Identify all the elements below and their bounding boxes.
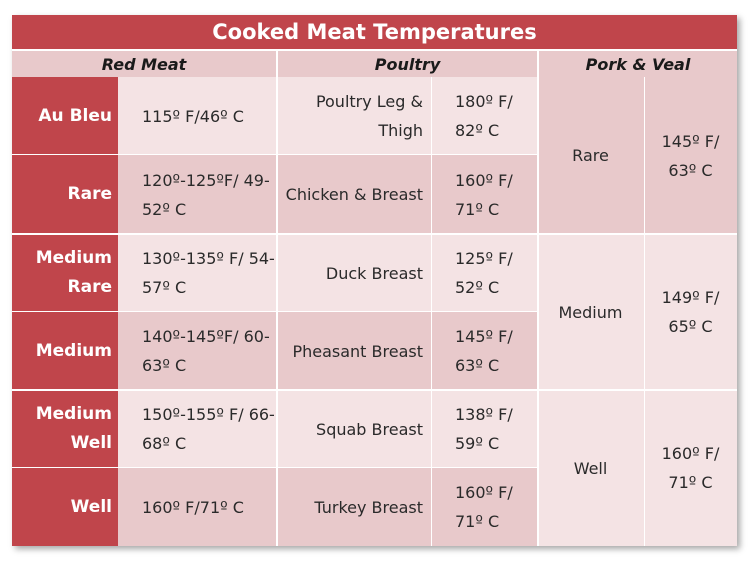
row-label-rare: Rare	[12, 155, 118, 234]
grid-line	[12, 389, 737, 391]
pork-temp: 149º F/ 65º C	[644, 234, 737, 390]
temperature-table: Cooked Meat Temperatures Red Meat Poultr…	[12, 15, 737, 546]
red-meat-temp: 160º F/71º C	[118, 468, 276, 546]
poultry-name: Pheasant Breast	[276, 312, 431, 390]
red-meat-temp: 120º-125ºF/ 49-52º C	[118, 155, 276, 234]
header-pork-veal: Pork & Veal	[537, 49, 737, 77]
poultry-temp: 160º F/ 71º C	[431, 468, 537, 546]
poultry-temp: 138º F/ 59º C	[431, 390, 537, 468]
header-red-meat: Red Meat	[12, 49, 276, 77]
row-label-au-bleu: Au Bleu	[12, 77, 118, 155]
row-label-well: Well	[12, 468, 118, 546]
pork-doneness: Well	[537, 390, 644, 546]
grid-line	[12, 154, 537, 155]
grid-line	[12, 467, 537, 468]
poultry-temp: 125º F/ 52º C	[431, 234, 537, 312]
red-meat-temp: 130º-135º F/ 54-57º C	[118, 234, 276, 312]
pork-temp: 145º F/ 63º C	[644, 77, 737, 234]
poultry-temp: 145º F/ 63º C	[431, 312, 537, 390]
poultry-temp: 180º F/ 82º C	[431, 77, 537, 155]
red-meat-temp: 140º-145ºF/ 60-63º C	[118, 312, 276, 390]
pork-doneness: Rare	[537, 77, 644, 234]
row-label-medium: Medium	[12, 312, 118, 390]
grid-line	[12, 311, 537, 312]
poultry-name: Squab Breast	[276, 390, 431, 468]
grid-line	[537, 77, 539, 546]
red-meat-temp: 150º-155º F/ 66-68º C	[118, 390, 276, 468]
poultry-name: Duck Breast	[276, 234, 431, 312]
pork-doneness: Medium	[537, 234, 644, 390]
poultry-name: Turkey Breast	[276, 468, 431, 546]
row-label-medium-rare: Medium Rare	[12, 234, 118, 312]
red-meat-temp: 115º F/46º C	[118, 77, 276, 155]
grid-line	[644, 77, 645, 546]
table-title: Cooked Meat Temperatures	[12, 15, 737, 49]
grid-line	[12, 233, 737, 235]
poultry-name: Poultry Leg & Thigh	[276, 77, 431, 155]
header-poultry: Poultry	[276, 49, 537, 77]
pork-temp: 160º F/ 71º C	[644, 390, 737, 546]
poultry-name: Chicken & Breast	[276, 155, 431, 234]
row-label-medium-well: Medium Well	[12, 390, 118, 468]
poultry-temp: 160º F/ 71º C	[431, 155, 537, 234]
